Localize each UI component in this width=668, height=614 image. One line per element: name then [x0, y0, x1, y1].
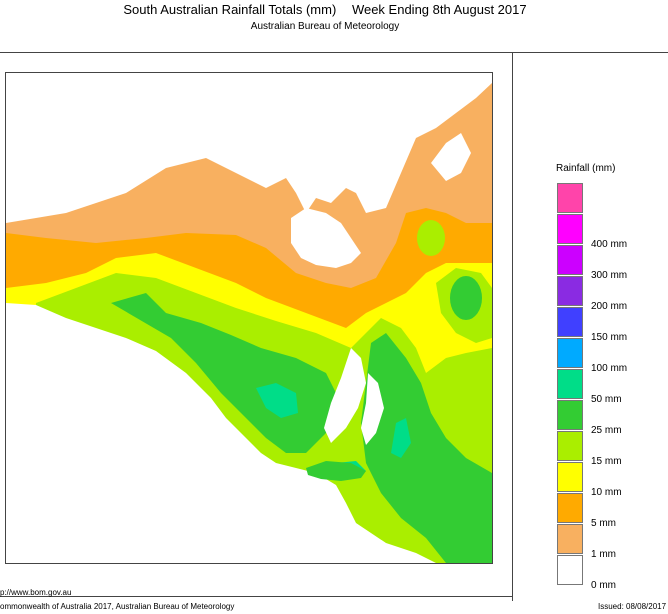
legend-swatch — [557, 214, 583, 244]
title-week: Week Ending 8th August 2017 — [351, 2, 527, 17]
legend-swatch — [557, 462, 583, 492]
band-25mm-east — [361, 333, 492, 563]
legend-label: 150 mm — [591, 332, 628, 343]
band-50mm-eyre — [256, 383, 298, 418]
rainfall-map — [5, 72, 493, 564]
map-subtitle: Australian Bureau of Meteorology — [250, 21, 400, 32]
band-50mm-east — [391, 418, 411, 458]
footer-copyright: ommonwealth of Australia 2017, Australia… — [0, 602, 235, 611]
band-25mm-spot — [450, 276, 482, 320]
legend-label: 100 mm — [591, 363, 628, 374]
legend-swatch — [557, 276, 583, 306]
legend-swatch — [557, 400, 583, 430]
gulf-st-vincent — [361, 373, 384, 445]
spencer-gulf — [324, 348, 366, 443]
kangaroo-island — [306, 461, 366, 481]
band-15mm-spot — [417, 220, 445, 256]
legend-swatch — [557, 431, 583, 461]
ocean-southwest — [6, 303, 436, 563]
footer-issued: Issued: 08/08/2017 — [598, 602, 667, 611]
frame-bottom-line — [0, 596, 512, 597]
legend-label: 0 mm — [591, 580, 616, 591]
legend-label: 200 mm — [591, 301, 628, 312]
legend-swatch — [557, 555, 583, 585]
title-main: South Australian Rainfall Totals (mm) — [123, 2, 337, 17]
legend-label: 400 mm — [591, 239, 628, 250]
legend-label: 1 mm — [591, 549, 616, 560]
legend-panel — [512, 52, 668, 601]
legend-label: 5 mm — [591, 518, 616, 529]
map-title: South Australian Rainfall Totals (mm) We… — [0, 2, 650, 17]
legend-swatch — [557, 369, 583, 399]
legend-swatch — [557, 493, 583, 523]
legend-swatch — [557, 183, 583, 213]
footer-url[interactable]: p://www.bom.gov.au — [0, 588, 72, 597]
legend-swatch — [557, 245, 583, 275]
legend-label: 10 mm — [591, 487, 622, 498]
legend-swatch — [557, 524, 583, 554]
lake-north — [431, 133, 471, 181]
legend-swatch — [557, 338, 583, 368]
frame-top-line — [0, 52, 512, 53]
legend-label: 50 mm — [591, 394, 622, 405]
legend-label: 15 mm — [591, 456, 622, 467]
map-svg — [6, 83, 492, 563]
legend-label: 25 mm — [591, 425, 622, 436]
legend-swatch — [557, 307, 583, 337]
lake-eyre — [291, 208, 361, 268]
legend-label: 300 mm — [591, 270, 628, 281]
legend-title: Rainfall (mm) — [556, 163, 616, 174]
